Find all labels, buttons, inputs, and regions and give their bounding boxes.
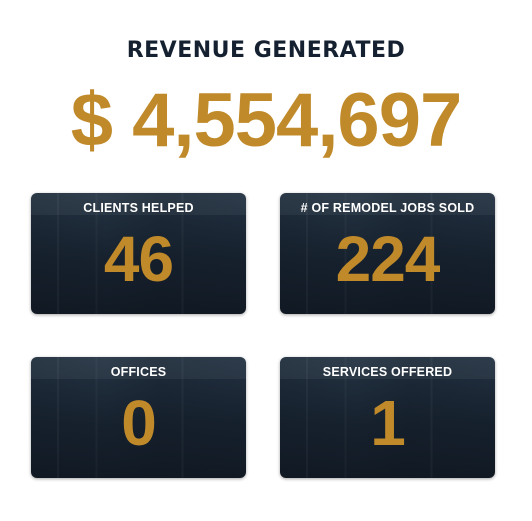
- revenue-amount: $ 4,554,697: [70, 78, 463, 163]
- stat-label: # OF REMODEL JOBS SOLD: [300, 201, 475, 215]
- stat-value: 0: [121, 387, 157, 459]
- stat-card-services-offered: SERVICES OFFERED 1: [280, 357, 495, 478]
- stat-card-remodel-jobs-sold: # OF REMODEL JOBS SOLD 224: [280, 193, 495, 314]
- revenue-headline: REVENUE GENERATED: [126, 38, 406, 63]
- stat-value: 224: [335, 223, 441, 295]
- stat-card-offices: OFFICES 0: [31, 357, 246, 478]
- stat-label: CLIENTS HELPED: [83, 201, 194, 215]
- stat-value: 46: [103, 223, 174, 295]
- stat-label: OFFICES: [110, 365, 167, 379]
- stat-value: 1: [370, 387, 406, 459]
- stat-label: SERVICES OFFERED: [322, 365, 453, 379]
- stat-card-clients-helped: CLIENTS HELPED 46: [31, 193, 246, 314]
